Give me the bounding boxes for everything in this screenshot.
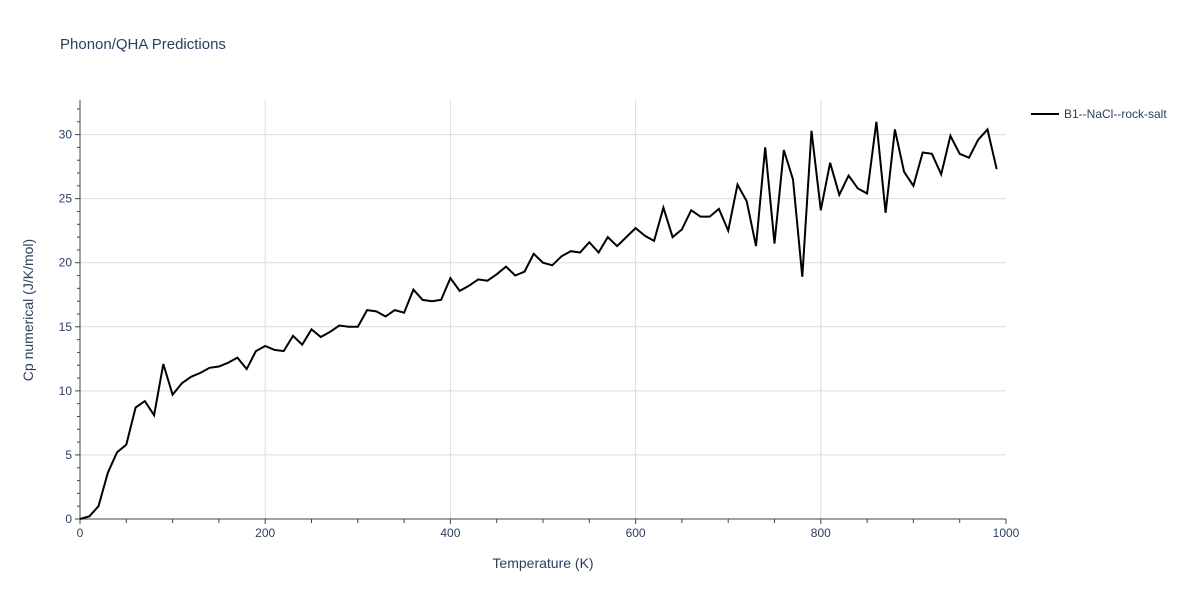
y-tick-label: 10: [59, 384, 73, 398]
legend-label: B1--NaCl--rock-salt: [1064, 107, 1167, 121]
gridlines: [80, 100, 1006, 519]
x-tick-label: 200: [255, 526, 275, 540]
x-axis-label: Temperature (K): [492, 555, 593, 571]
x-tick-label: 0: [77, 526, 84, 540]
y-tick-label: 15: [59, 320, 73, 334]
x-tick-label: 400: [440, 526, 460, 540]
tick-labels: 0 5 10 15 20 25 30 0 200 400 600 800 1000: [59, 128, 1020, 540]
y-axis-label: Cp numerical (J/K/mol): [20, 239, 36, 381]
y-tick-label: 20: [59, 256, 73, 270]
x-tick-label: 800: [811, 526, 831, 540]
axes: [75, 100, 1007, 524]
chart-title: Phonon/QHA Predictions: [60, 36, 226, 53]
series-line[interactable]: [79, 121, 998, 520]
y-tick-label: 0: [65, 512, 72, 526]
y-tick-label: 25: [59, 192, 73, 206]
x-tick-label: 1000: [993, 526, 1020, 540]
y-tick-label: 5: [65, 448, 72, 462]
legend[interactable]: B1--NaCl--rock-salt: [1031, 107, 1167, 121]
y-tick-label: 30: [59, 128, 73, 142]
x-tick-label: 600: [626, 526, 646, 540]
